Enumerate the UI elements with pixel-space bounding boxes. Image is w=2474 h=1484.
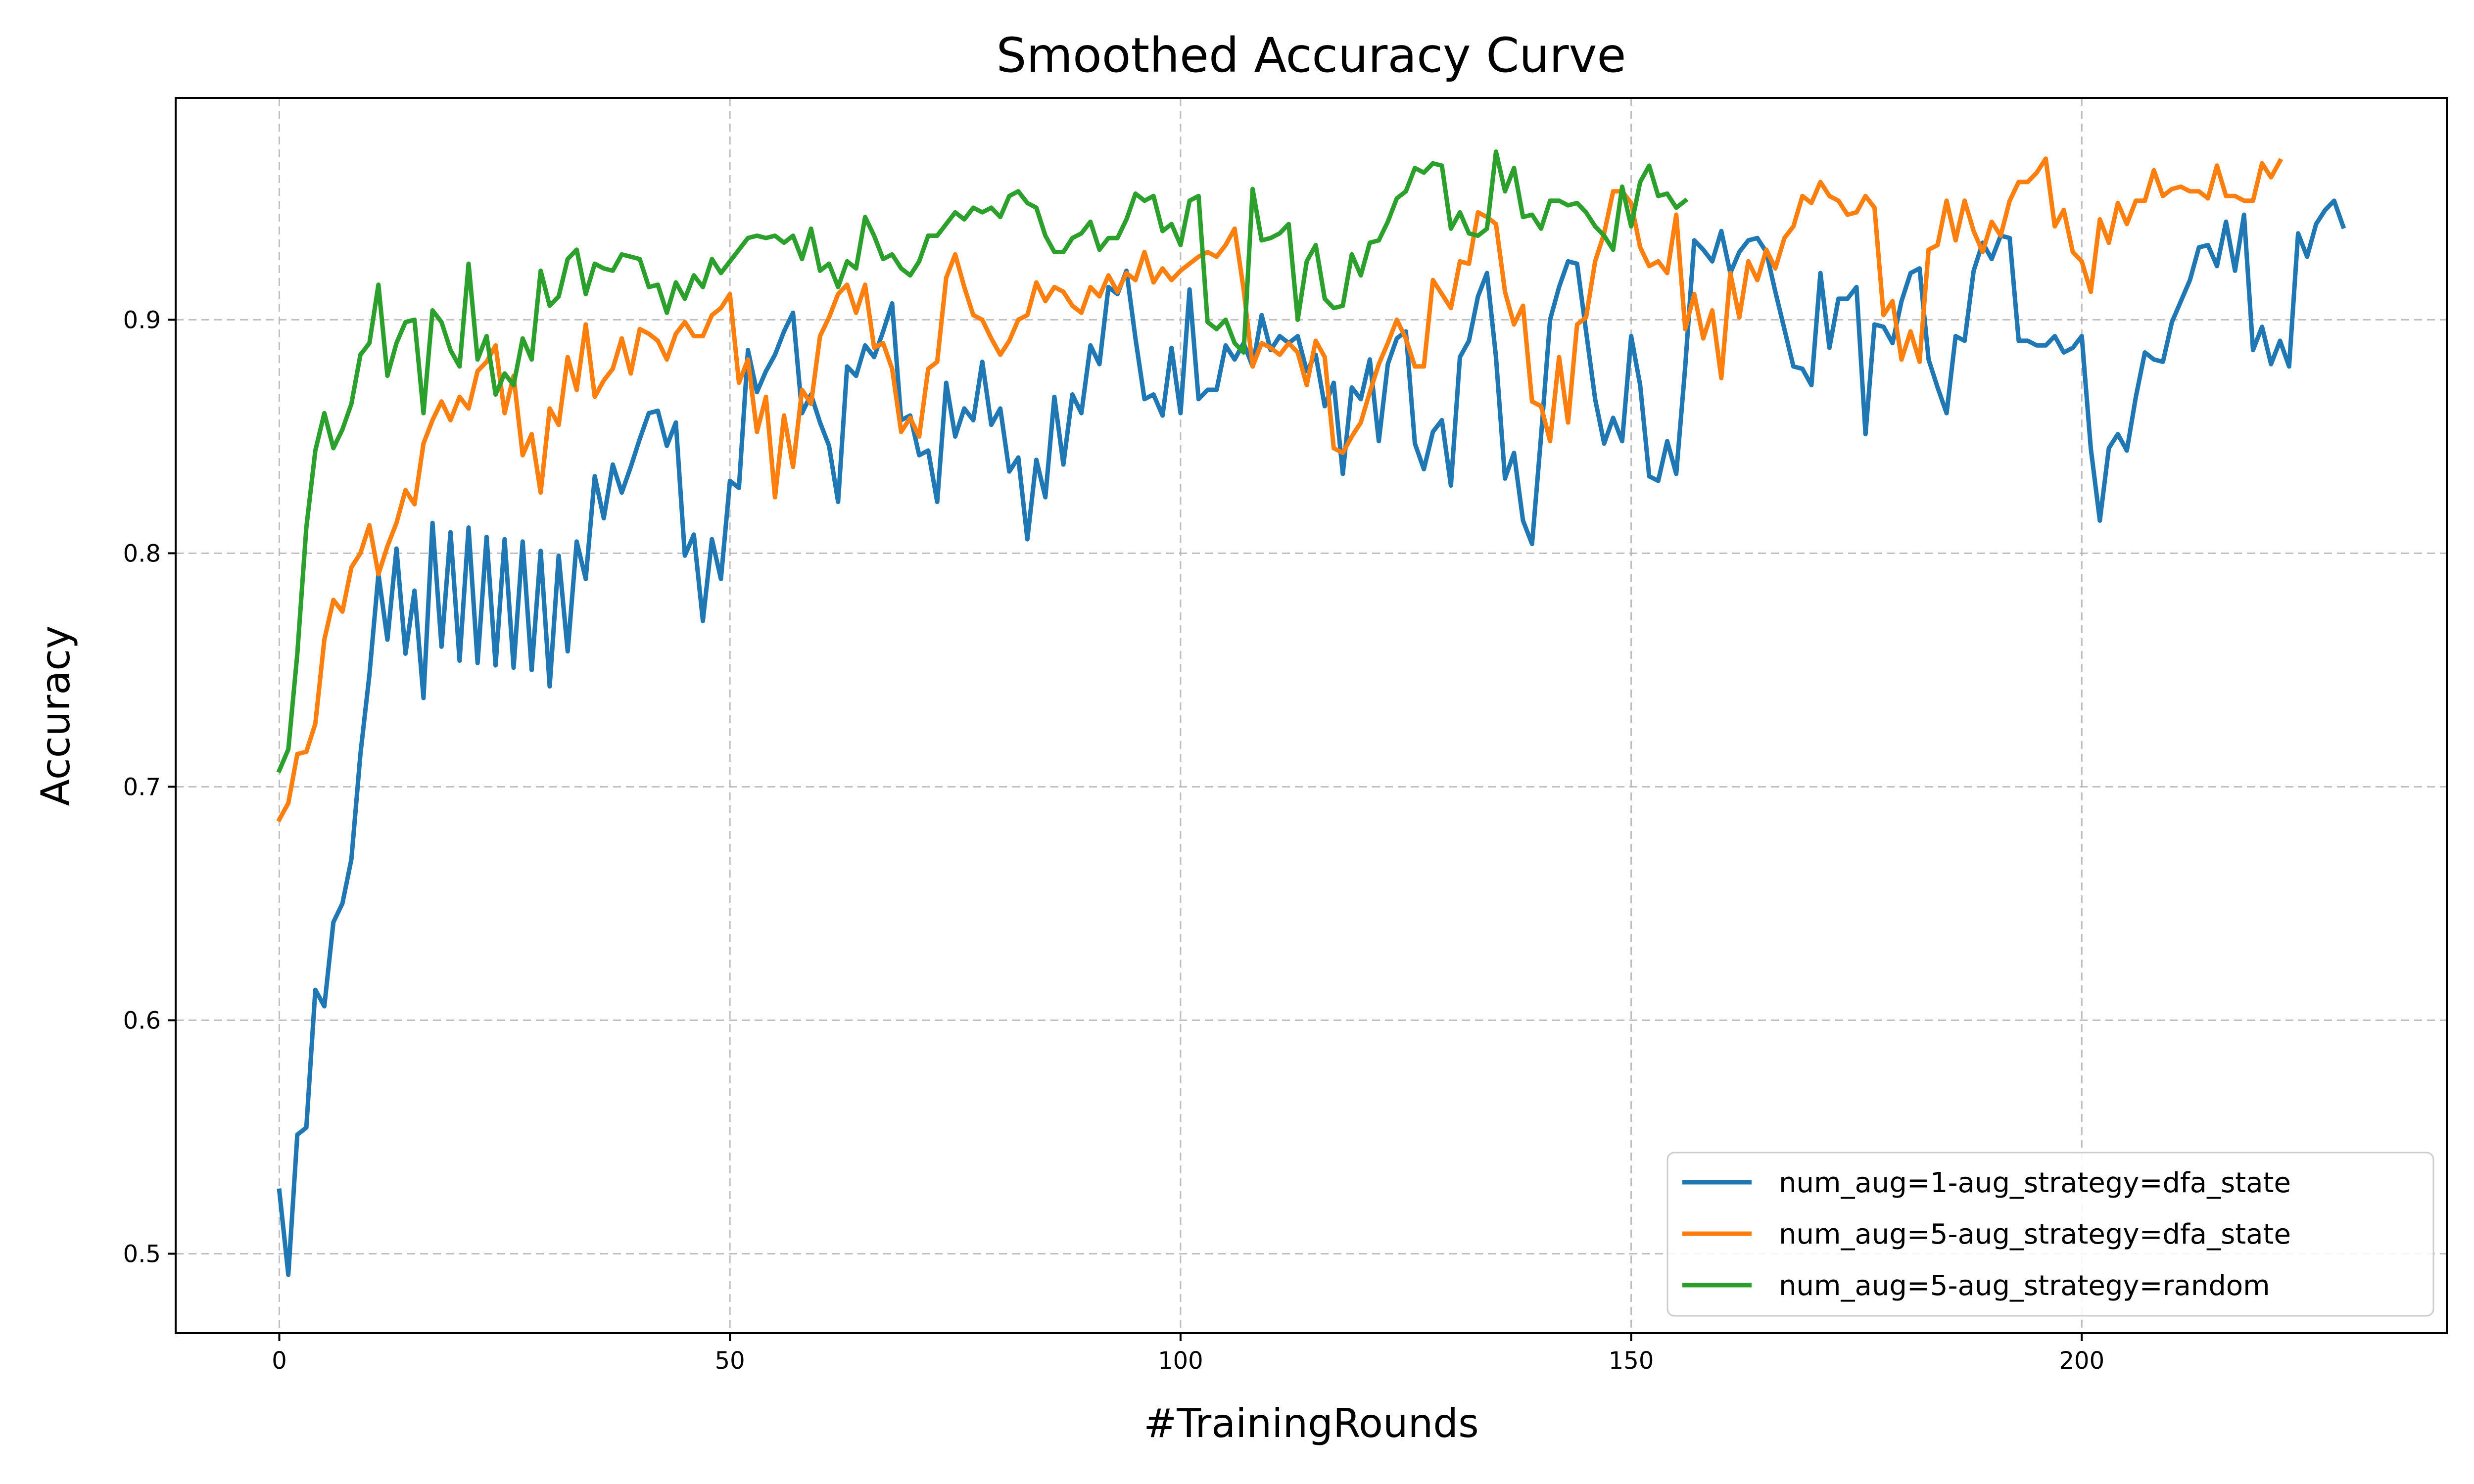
legend-label-3: num_aug=5-aug_strategy=random [1779, 1270, 2270, 1302]
y-tick-label: 0.6 [123, 1007, 161, 1034]
y-axis: 0.5 0.6 0.7 0.8 0.9 [123, 306, 176, 1268]
x-tick-label: 200 [2059, 1347, 2105, 1375]
x-axis-title: #TrainingRounds [1143, 1400, 1479, 1446]
series-line-3 [276, 149, 1689, 774]
x-tick-label: 100 [1158, 1347, 1203, 1375]
x-axis: 0 50 100 150 200 [272, 1333, 2104, 1375]
x-tick-label: 0 [272, 1347, 287, 1375]
chart-title: Smoothed Accuracy Curve [997, 28, 1626, 83]
y-tick-label: 0.5 [123, 1241, 161, 1268]
x-tick-label: 50 [715, 1347, 745, 1375]
y-tick-label: 0.9 [123, 306, 161, 334]
grid-lines [176, 98, 2447, 1333]
legend: num_aug=1-aug_strategy=dfa_state num_aug=… [1666, 1152, 2434, 1317]
series-line-2 [276, 156, 2284, 823]
y-tick-label: 0.7 [123, 773, 161, 801]
plot-area-frame [175, 97, 2448, 1334]
legend-label-1: num_aug=1-aug_strategy=dfa_state [1779, 1167, 2291, 1199]
legend-box [1666, 1152, 2434, 1317]
x-tick-label: 150 [1609, 1347, 1654, 1375]
legend-label-2: num_aug=5-aug_strategy=dfa_state [1779, 1218, 2291, 1251]
y-axis-title: Accuracy [33, 625, 79, 806]
series-group [276, 149, 2346, 1277]
y-tick-label: 0.8 [123, 540, 161, 567]
